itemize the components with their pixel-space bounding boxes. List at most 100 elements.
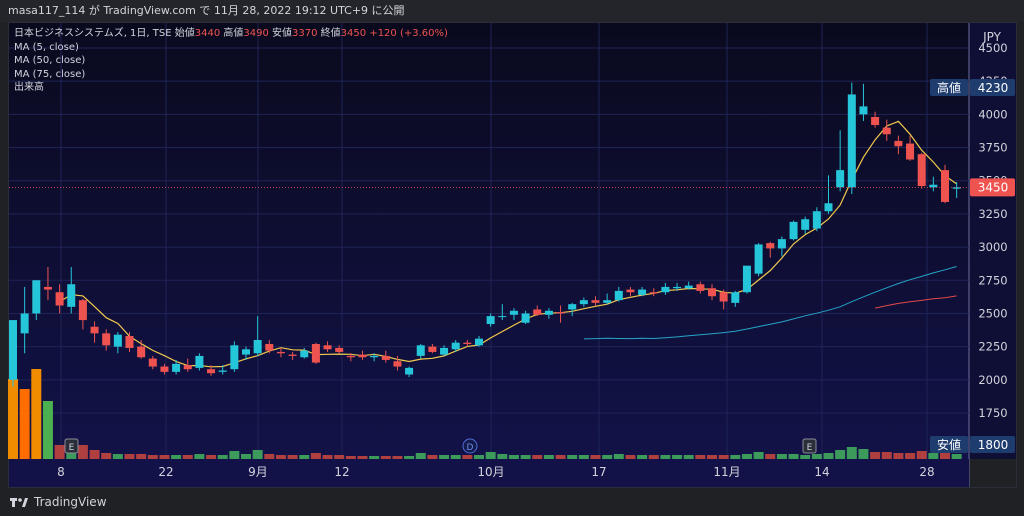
candle [742, 265, 751, 294]
candle [521, 310, 530, 325]
volume-bar [893, 453, 904, 459]
volume-bar [532, 455, 543, 459]
legend-ma5[interactable]: MA (5, close) [14, 41, 79, 53]
volume-bar [625, 455, 636, 459]
price-tick-label: 2500 [978, 306, 1007, 320]
candle [626, 286, 635, 297]
volume-bar [835, 450, 846, 459]
volume-bar [182, 455, 193, 459]
time-tick-label: 22 [158, 465, 173, 479]
volume-bar [800, 455, 811, 459]
candle [859, 83, 868, 121]
tradingview-logo[interactable]: TradingView [10, 488, 107, 516]
candle [288, 351, 297, 360]
legend-ma50[interactable]: MA (50, close) [14, 55, 86, 66]
volume-bar [683, 455, 694, 459]
candle [766, 241, 775, 258]
candle [882, 119, 891, 141]
volume-bar [881, 452, 892, 459]
candle [451, 340, 460, 352]
chart-frame [8, 22, 1017, 488]
candle [917, 152, 926, 189]
volume-bar [8, 379, 18, 459]
candle [43, 267, 52, 301]
candle [440, 345, 449, 356]
volume-bar [345, 456, 356, 459]
plot-background [9, 23, 969, 459]
ma75-line [874, 295, 957, 309]
volume-bar [124, 454, 135, 459]
volume-bar [870, 452, 881, 459]
candle [113, 332, 122, 354]
candle [55, 284, 64, 314]
volume-bar [194, 454, 205, 459]
candle [265, 340, 274, 354]
volume-bar [392, 456, 403, 459]
candle [498, 304, 507, 321]
volume-bar [101, 453, 112, 459]
candle [67, 267, 76, 314]
candle [894, 135, 903, 155]
open-label: 始値 [174, 28, 195, 39]
volume-bar [520, 455, 531, 459]
candle [148, 355, 157, 370]
volume-bar [543, 455, 554, 459]
candle [183, 358, 192, 372]
dividend-marker-label: D [467, 443, 474, 453]
volume-bar [578, 455, 589, 459]
footer: TradingView [0, 488, 1024, 516]
volume-bar [450, 455, 461, 459]
candle [311, 342, 320, 364]
volume-bar [858, 449, 869, 459]
candle [556, 305, 565, 323]
candle [696, 281, 705, 294]
candle [195, 353, 204, 371]
candle [952, 182, 961, 198]
price-tick-label: 4000 [978, 107, 1007, 121]
candle [218, 365, 227, 375]
price-tick-label: 4500 [978, 41, 1007, 55]
volume-bar [730, 455, 741, 459]
volume-bar [648, 455, 659, 459]
volume-bar [380, 456, 391, 459]
earnings-marker-2[interactable]: E [802, 438, 817, 454]
ma50-line [583, 266, 957, 340]
candle [323, 341, 332, 352]
time-tick-label: 28 [919, 465, 934, 479]
low-label: 安値 [272, 28, 293, 39]
volume-bar [707, 455, 717, 459]
volume-bar [439, 455, 450, 459]
volume-bar [206, 455, 217, 459]
candle [381, 350, 390, 363]
volume-bar [357, 456, 368, 459]
time-tick-label: 10月 [477, 465, 504, 479]
candle [253, 316, 262, 356]
time-tick-label: 12 [334, 465, 349, 479]
candle [416, 343, 425, 359]
volume-bar [136, 454, 147, 459]
volume-bar [31, 369, 42, 459]
volume-bar [462, 455, 473, 459]
volume-bar [404, 456, 415, 459]
candle [591, 296, 600, 306]
candle [20, 286, 29, 354]
candle [754, 243, 763, 277]
time-tick-label: 11月 [713, 465, 740, 479]
legend-ma75[interactable]: MA (75, close) [14, 68, 86, 80]
candle [812, 207, 821, 232]
volume-bar [741, 454, 752, 459]
ma5-line [59, 120, 957, 368]
price-tick-label: 3000 [978, 240, 1007, 254]
legend-volume[interactable]: 出来高 [14, 82, 44, 93]
candle [941, 164, 949, 204]
candle [777, 236, 786, 257]
price-tick-label: 1750 [978, 406, 1007, 420]
ohlc-row: 日本ビジネスシステムズ, 1日, TSE 始値3440 高値3490 安値337… [14, 27, 448, 41]
candle [475, 336, 483, 347]
earnings-marker-1[interactable]: E [64, 438, 79, 454]
volume-bar [823, 453, 834, 459]
volume-bar [54, 445, 65, 459]
price-tick-label: 3750 [978, 141, 1007, 155]
dividend-marker[interactable]: D [462, 438, 478, 454]
